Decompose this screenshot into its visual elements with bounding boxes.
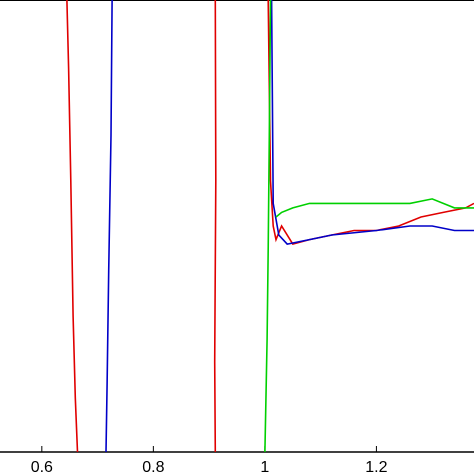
- x-tick-label: 0.8: [142, 459, 164, 474]
- data-line: [105, 0, 474, 453]
- x-tick-label: 0.6: [31, 459, 53, 474]
- x-tick-label: 1: [260, 459, 269, 474]
- data-line: [264, 0, 474, 453]
- x-tick-label: 1.2: [365, 459, 387, 474]
